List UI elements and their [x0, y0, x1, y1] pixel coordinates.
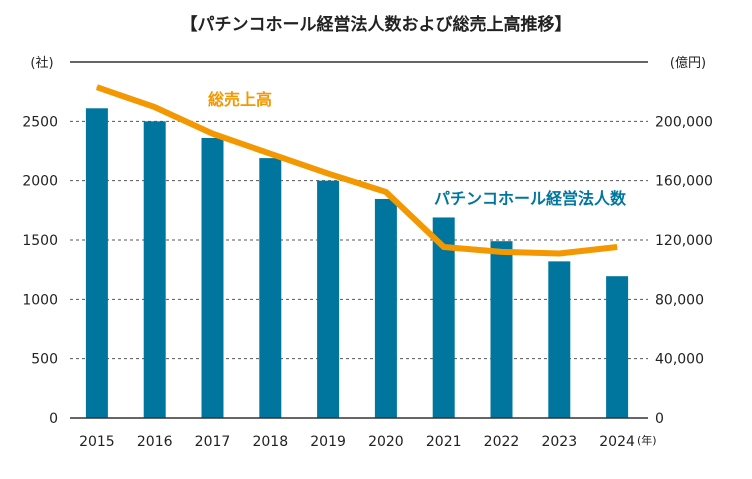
left-axis-unit: (社) [30, 55, 53, 71]
right-tick-label: 200,000 [655, 114, 713, 130]
legend-label-sales: 総売上高 [208, 90, 272, 109]
x-tick-label: 2024 [599, 434, 635, 450]
bar-2018 [259, 158, 282, 418]
right-tick-label: 160,000 [655, 174, 713, 190]
sales-point-2017 [212, 133, 213, 135]
chart-title: 【パチンコホール経営法人数および総売上高推移】 [181, 14, 572, 35]
sales-point-2019 [327, 173, 329, 175]
bar-2021 [432, 217, 455, 418]
right-tick-label: 40,000 [655, 352, 704, 368]
sales-point-2023 [558, 252, 560, 254]
sales-point-2022 [501, 251, 502, 253]
sales-line [95, 84, 618, 257]
x-tick-label: 2019 [310, 434, 346, 450]
x-tick-label: 2016 [137, 434, 173, 450]
right-tick-label: 120,000 [655, 233, 713, 249]
bar-2015 [85, 108, 108, 418]
bar-2022 [490, 241, 513, 418]
left-tick-label: 2500 [22, 114, 58, 130]
x-tick-label: 2017 [195, 434, 231, 450]
sales-point-2020 [385, 191, 387, 193]
right-tick-label: 0 [655, 411, 664, 427]
bar-2016 [143, 121, 166, 418]
sales-point-2016 [154, 106, 156, 108]
sales-point-2015 [96, 86, 98, 88]
bar-2017 [201, 137, 224, 419]
bar-2019 [317, 180, 340, 418]
right-axis-unit: (億円) [670, 55, 706, 71]
left-tick-label: 1500 [22, 233, 58, 249]
left-tick-label: 500 [31, 352, 58, 368]
left-tick-label: 1000 [22, 292, 58, 308]
right-tick-label: 80,000 [655, 292, 704, 308]
bar-2023 [548, 261, 571, 418]
sales-point-2021 [443, 246, 445, 248]
sales-point-2018 [269, 153, 271, 155]
legend-label-companies: パチンコホール経営法人数 [434, 189, 627, 208]
x-tick-label: 2021 [426, 434, 462, 450]
bar-2024 [606, 276, 629, 418]
left-tick-label: 0 [49, 411, 58, 427]
x-tick-label: 2023 [541, 434, 577, 450]
x-axis-unit: (年) [637, 433, 657, 447]
bar-2020 [374, 198, 397, 418]
x-tick-label: 2015 [79, 434, 115, 450]
left-tick-label: 2000 [22, 174, 58, 190]
x-tick-label: 2020 [368, 434, 404, 450]
x-tick-label: 2018 [252, 434, 288, 450]
x-tick-label: 2022 [484, 434, 520, 450]
sales-point-2024 [616, 246, 618, 248]
